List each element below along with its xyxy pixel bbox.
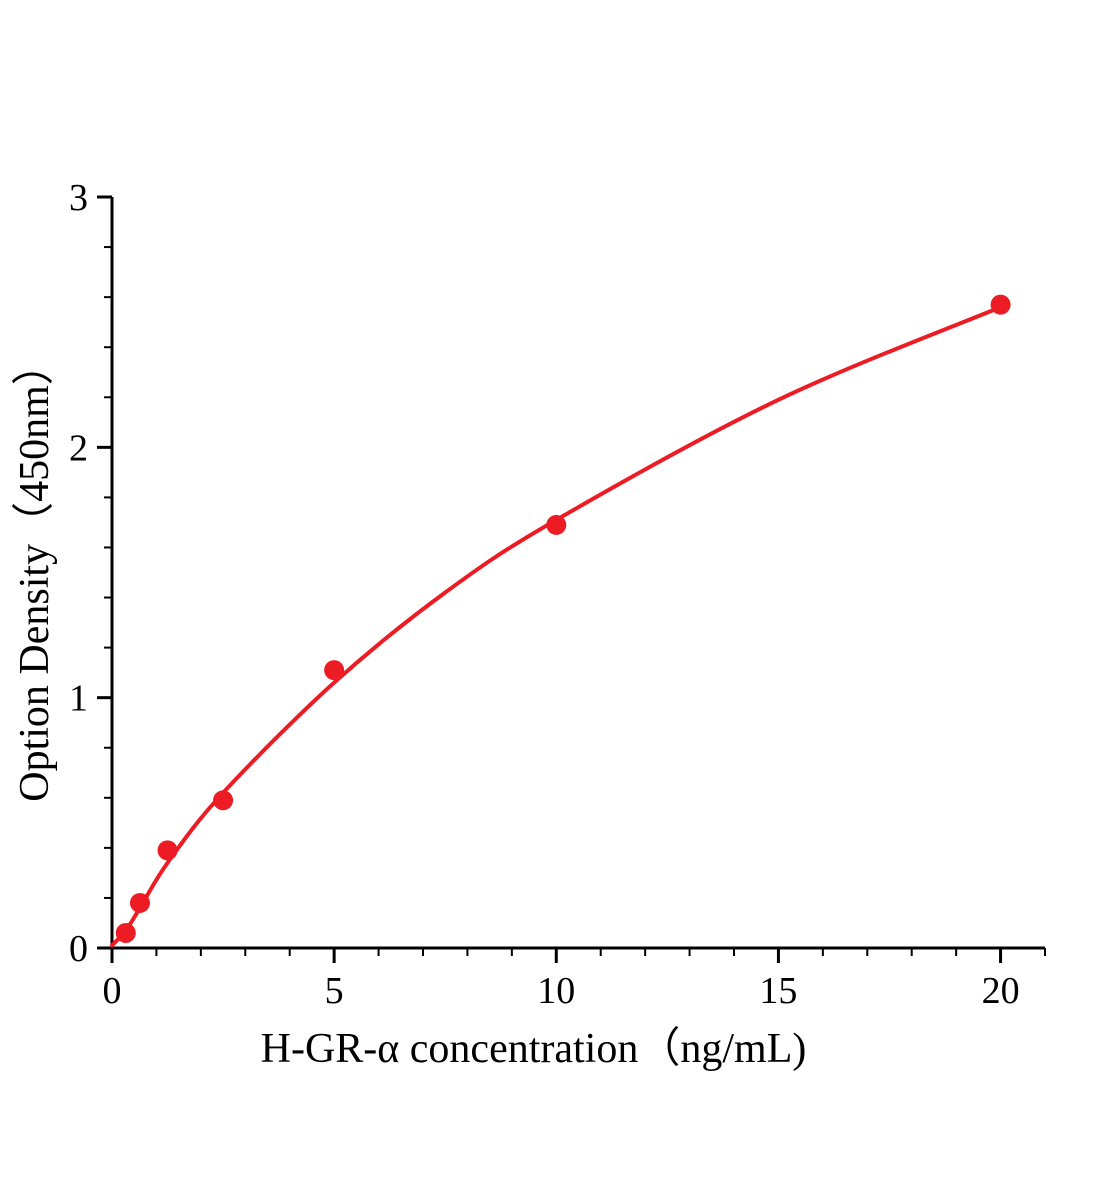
data-point — [115, 922, 136, 943]
fit-curve — [110, 305, 1003, 948]
x-tick-label: 0 — [103, 970, 122, 1012]
y-tick-label: 1 — [69, 678, 88, 720]
x-tick-label: 10 — [537, 970, 575, 1012]
y-tick-label: 0 — [69, 928, 88, 970]
x-tick-label: 5 — [325, 970, 344, 1012]
y-tick-label: 3 — [69, 177, 88, 219]
y-tick-label: 2 — [69, 427, 88, 469]
x-tick-label: 15 — [759, 970, 797, 1012]
x-axis-title: H-GR-α concentration（ng/mL) — [261, 1026, 807, 1072]
x-tick-label: 20 — [982, 970, 1020, 1012]
data-point — [129, 892, 150, 913]
data-point — [324, 660, 345, 681]
y-axis-title: Option Density（450nm） — [12, 343, 58, 802]
data-point — [213, 790, 234, 811]
data-point — [546, 514, 567, 535]
data-point — [157, 840, 178, 861]
data-point — [990, 294, 1011, 315]
